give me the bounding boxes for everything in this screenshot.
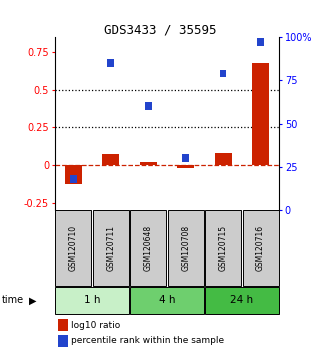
Text: GSM120715: GSM120715 <box>219 225 228 271</box>
Text: 4 h: 4 h <box>159 295 175 305</box>
Bar <box>70 175 77 183</box>
Bar <box>182 154 189 162</box>
Bar <box>220 70 226 78</box>
Text: GSM120708: GSM120708 <box>181 225 190 271</box>
Text: 24 h: 24 h <box>230 295 253 305</box>
Text: percentile rank within the sample: percentile rank within the sample <box>72 336 225 345</box>
Text: time: time <box>2 296 24 306</box>
FancyBboxPatch shape <box>205 210 241 286</box>
Bar <box>145 102 152 110</box>
Text: GSM120648: GSM120648 <box>144 225 153 271</box>
FancyBboxPatch shape <box>55 287 129 314</box>
FancyBboxPatch shape <box>205 287 279 314</box>
Text: log10 ratio: log10 ratio <box>72 320 121 330</box>
Text: GSM120711: GSM120711 <box>106 225 115 271</box>
Bar <box>107 59 114 67</box>
Bar <box>252 63 269 165</box>
Bar <box>102 154 119 165</box>
FancyBboxPatch shape <box>55 210 91 286</box>
FancyBboxPatch shape <box>168 210 204 286</box>
Bar <box>140 162 157 165</box>
FancyBboxPatch shape <box>93 210 129 286</box>
Text: GDS3433 / 35595: GDS3433 / 35595 <box>104 23 217 36</box>
Text: GSM120710: GSM120710 <box>69 225 78 271</box>
Bar <box>177 165 194 168</box>
Bar <box>58 335 68 347</box>
FancyBboxPatch shape <box>130 287 204 314</box>
FancyBboxPatch shape <box>130 210 166 286</box>
Text: 1 h: 1 h <box>84 295 100 305</box>
Bar <box>58 319 68 331</box>
Text: ▶: ▶ <box>29 296 36 306</box>
Bar <box>215 153 231 165</box>
FancyBboxPatch shape <box>243 210 279 286</box>
Text: GSM120716: GSM120716 <box>256 225 265 271</box>
Bar <box>65 165 82 184</box>
Bar <box>257 39 264 46</box>
